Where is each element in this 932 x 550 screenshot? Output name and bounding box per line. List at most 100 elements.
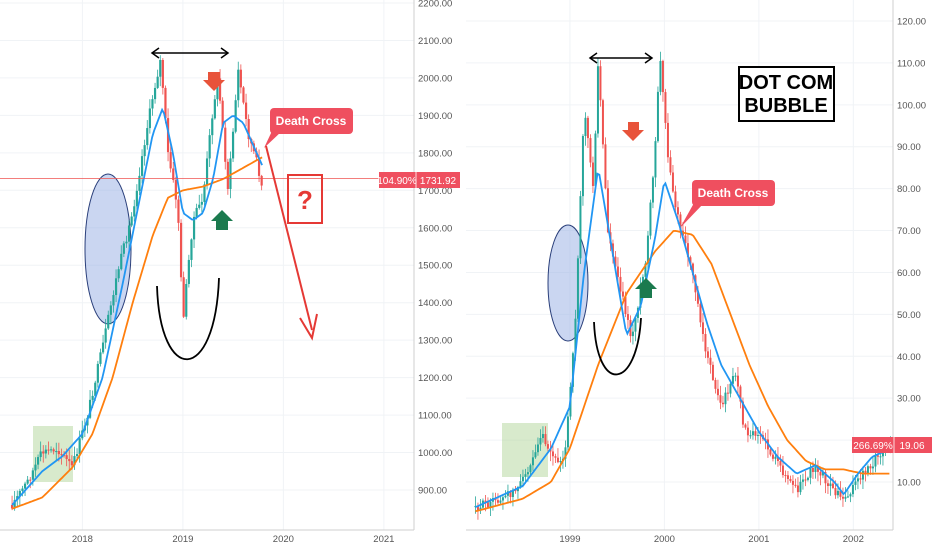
candle-body <box>784 475 787 477</box>
candle-body <box>844 496 847 499</box>
y-tick-label: 2200.00 <box>418 0 452 10</box>
candle-body <box>211 118 214 136</box>
candle-body <box>185 283 188 317</box>
right-x-ticks: 1999 2000 2001 2002 <box>559 534 864 545</box>
candle-body <box>736 375 739 387</box>
candle-body <box>666 122 669 158</box>
y-tick-label: 1900.00 <box>418 111 452 122</box>
candle-body <box>174 180 177 200</box>
candle-body <box>631 331 634 337</box>
candle-body <box>70 461 73 466</box>
candle-body <box>146 128 149 146</box>
candle-body <box>621 291 624 297</box>
right-down-arrow-icon <box>622 122 644 141</box>
candle-body <box>586 117 589 139</box>
candle-body <box>213 99 216 119</box>
candle-body <box>198 204 201 208</box>
candle-body <box>829 483 832 487</box>
candle-body <box>879 456 882 458</box>
candle-body <box>172 168 175 181</box>
candle-body <box>771 454 774 459</box>
candle-body <box>187 259 190 284</box>
candle-body <box>484 500 487 503</box>
candle-body <box>691 263 694 276</box>
candle-body <box>781 465 784 476</box>
candle-body <box>789 478 792 481</box>
candle-body <box>671 172 674 192</box>
left-grid <box>0 0 414 530</box>
candle-body <box>634 317 637 332</box>
y-tick-label: 110.00 <box>897 58 925 69</box>
candle-body <box>68 459 71 462</box>
candle-body <box>127 225 131 242</box>
y-tick-label: 2000.00 <box>418 73 452 84</box>
candle-body <box>205 158 209 185</box>
candle-body <box>88 399 92 418</box>
candle-body <box>564 447 567 459</box>
x-tick-label: 2001 <box>748 534 769 545</box>
left-last-price-label: 1731.92 <box>420 176 457 187</box>
candle-body <box>589 138 592 163</box>
y-tick-label: 1600.00 <box>418 223 452 234</box>
y-tick-label: 2100.00 <box>418 36 452 47</box>
candle-body <box>876 455 879 457</box>
y-tick-label: 1000.00 <box>418 448 452 459</box>
y-tick-label: 90.00 <box>897 142 921 153</box>
candle-body <box>10 504 14 509</box>
candle-body <box>519 481 522 488</box>
panel-left: Death Cross ? 2200.00 2100.00 2000.00 1900.… <box>0 0 460 545</box>
left-price-badge: 104.90% 1731.92 <box>377 172 460 188</box>
candle-body <box>734 375 737 377</box>
candle-body <box>164 87 167 119</box>
panel-right: Death Cross DOT COM BUBBLE 120.00110.001… <box>466 0 932 545</box>
candle-body <box>776 456 779 462</box>
candle-body <box>574 318 577 354</box>
candle-body <box>696 292 699 304</box>
right-annotations-front: Death Cross DOT COM BUBBLE <box>588 52 835 376</box>
candle-body <box>791 480 794 485</box>
candle-body <box>686 243 689 258</box>
candle-body <box>614 256 617 267</box>
candle-body <box>133 206 136 217</box>
candle-body <box>257 157 261 176</box>
candle-body <box>746 427 749 436</box>
candle-body <box>839 490 842 497</box>
candle-body <box>874 455 877 467</box>
candle-body <box>679 214 682 231</box>
candle-body <box>135 190 138 207</box>
left-down-arrow-icon <box>203 72 225 91</box>
candle-body <box>156 76 159 88</box>
candle-body <box>57 450 60 455</box>
candle-body <box>531 457 534 466</box>
candle-body <box>521 476 524 482</box>
candle-body <box>524 474 527 477</box>
candle-body <box>529 465 532 473</box>
candle-body <box>719 395 722 403</box>
candle-body <box>47 449 50 451</box>
candle-body <box>101 342 105 353</box>
candle-body <box>536 444 539 453</box>
right-ma-long-line <box>475 229 890 513</box>
candle-body <box>566 416 569 448</box>
candle-body <box>644 263 647 277</box>
candle-body <box>31 470 34 480</box>
y-tick-label: 60.00 <box>897 268 921 279</box>
candle-body <box>819 471 822 476</box>
candle-body <box>676 207 679 215</box>
candle-body <box>203 184 206 202</box>
candle-body <box>769 449 772 455</box>
candle-body <box>148 108 151 129</box>
candle-body <box>544 434 547 445</box>
y-tick-label: 80.00 <box>897 184 921 195</box>
candle-body <box>539 438 542 445</box>
y-tick-label: 10.00 <box>897 478 921 489</box>
candle-body <box>239 69 242 88</box>
candle-body <box>200 201 203 205</box>
candle-body <box>856 478 859 482</box>
candle-body <box>229 158 232 190</box>
left-ma-long-line <box>11 156 263 510</box>
candle-body <box>231 131 235 159</box>
candle-body <box>216 78 219 100</box>
y-tick-label: 1200.00 <box>418 373 452 384</box>
